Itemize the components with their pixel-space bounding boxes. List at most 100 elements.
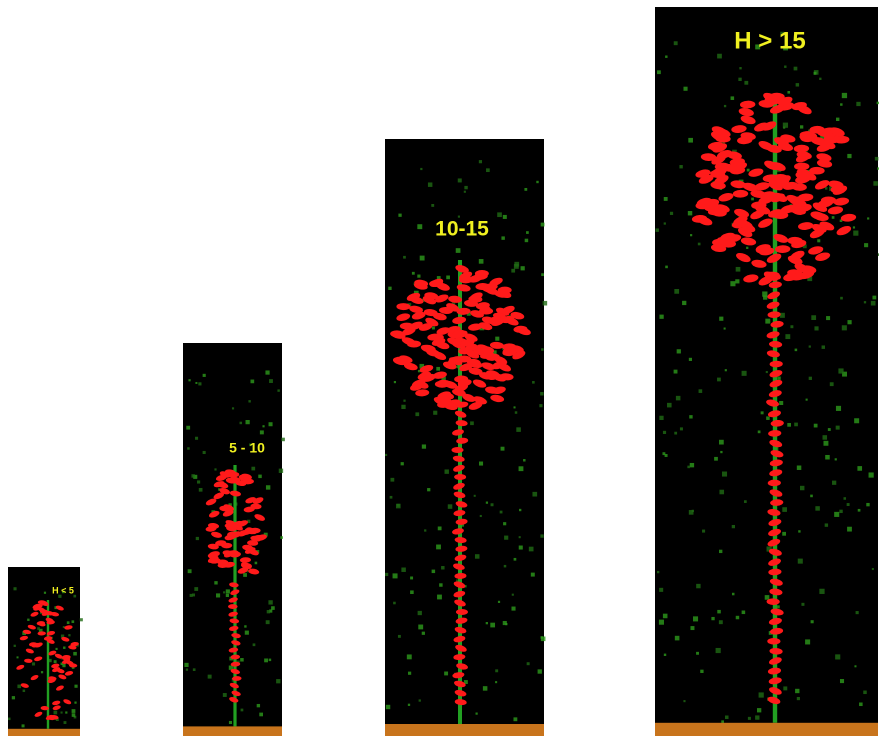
green-point [840,297,843,300]
green-point [866,503,869,506]
green-point [731,96,735,100]
green-point [244,625,246,627]
green-point [663,431,666,434]
green-point [479,259,484,264]
green-point [858,509,861,512]
green-point [199,488,203,492]
green-point [401,568,405,572]
green-point [63,646,65,648]
green-point [690,234,692,236]
green-point [432,326,435,329]
green-point [529,547,534,552]
green-point [797,697,800,700]
red-point [221,543,232,549]
green-point [724,105,726,107]
green-point [267,610,270,613]
green-point [214,468,216,470]
green-point [814,72,817,75]
green-point [203,374,206,377]
green-point [819,589,824,594]
green-point [806,399,808,401]
green-point [497,212,502,217]
green-point [785,334,790,339]
green-point [677,349,681,353]
green-point [250,380,254,384]
green-point [867,217,869,219]
green-point [524,188,527,191]
green-point [679,165,682,168]
green-point [511,607,515,611]
green-point [783,123,788,128]
green-point [458,178,462,182]
green-point [54,711,58,715]
green-point [797,465,801,469]
green-point [490,623,495,628]
green-point [732,593,735,596]
green-point [226,594,229,597]
green-point [470,421,474,425]
green-point [714,457,718,461]
green-point [417,275,420,278]
green-point [187,447,189,449]
green-point [269,659,271,661]
green-point [526,231,529,234]
green-point [184,663,188,667]
green-point [873,181,878,186]
green-point [464,191,466,193]
green-point [777,377,780,380]
green-point [825,523,828,526]
green-point [262,425,264,427]
green-point [689,415,692,418]
green-point [408,704,410,706]
green-point [689,510,694,515]
green-point [683,700,685,702]
green-point [253,643,256,646]
green-point [798,530,800,532]
green-point [55,648,57,650]
green-point [811,315,816,320]
green-point [659,588,663,592]
green-point [801,603,804,606]
green-point [390,478,394,482]
green-point [223,591,225,593]
green-point [436,545,441,550]
green-point [819,78,821,80]
green-point [854,665,856,667]
green-point [257,704,260,707]
green-point [417,224,422,229]
green-point [690,626,694,630]
green-point [504,565,507,568]
green-point [872,568,874,570]
green-point [519,466,524,471]
green-point [401,462,404,465]
green-point [822,345,825,348]
red-point [773,174,788,182]
green-point [828,428,831,431]
green-point [674,41,678,45]
green-point [514,406,516,408]
green-point [188,569,192,573]
green-point [14,645,16,647]
green-point [795,689,799,693]
green-point [839,510,842,513]
green-point [736,267,741,272]
green-point [689,358,692,361]
green-point [742,371,747,376]
green-point [724,328,726,330]
green-point [495,337,499,341]
green-point [667,403,672,408]
green-point [543,301,548,306]
green-point [198,382,201,385]
green-point [757,708,761,712]
green-point [32,662,35,665]
green-point [22,724,25,727]
green-point [857,466,862,471]
green-point [480,515,482,517]
green-point [664,197,668,201]
green-point [794,67,798,71]
red-point [456,609,468,615]
green-point [514,264,519,269]
green-point [446,276,450,280]
green-point [519,536,521,538]
green-point [54,660,57,663]
